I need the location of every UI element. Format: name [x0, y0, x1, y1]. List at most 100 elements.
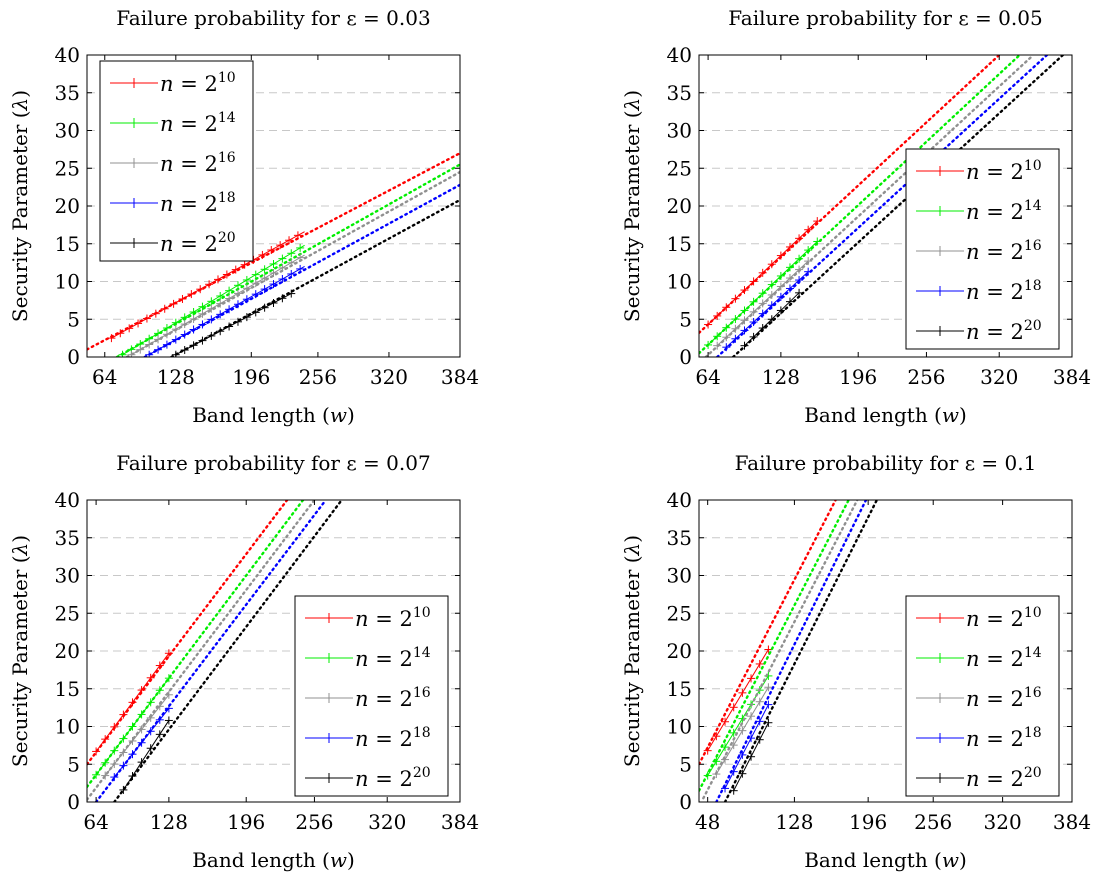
legend-label: n = 210	[966, 158, 1042, 184]
series-3-marker	[242, 284, 251, 293]
series-1-marker	[747, 674, 756, 683]
x-axis-label: Band length (w)	[192, 848, 355, 872]
legend-item: n = 216	[110, 150, 236, 176]
legend-item: n = 218	[916, 725, 1042, 751]
series-1-marker	[160, 304, 169, 313]
legend-item: n = 214	[305, 645, 431, 671]
series-3-marker	[721, 755, 730, 764]
chart-title: Failure probability for ε = 0.03	[116, 6, 430, 30]
series-4-marker	[110, 773, 119, 782]
y-tick-label: 35	[55, 526, 80, 550]
series-1-line	[707, 649, 769, 751]
legend-label: n = 218	[966, 278, 1042, 304]
series-4-dotted-line	[94, 500, 328, 802]
y-tick-label: 5	[67, 307, 80, 331]
series-5-marker	[278, 294, 287, 303]
series-3-marker	[101, 771, 110, 780]
series-2-marker	[260, 265, 269, 274]
series-1-marker	[119, 710, 128, 719]
series-3-marker	[137, 725, 146, 734]
series-1-marker	[213, 275, 222, 284]
series-2-marker	[92, 770, 101, 779]
legend: n = 210 n = 214 n = 216 n = 218 n = 220	[905, 148, 1060, 350]
y-tick-label: 25	[667, 156, 692, 180]
series-4-marker	[755, 717, 764, 726]
legend-label: n = 218	[160, 190, 236, 216]
series-2-marker	[731, 315, 740, 324]
series-3-marker	[110, 760, 119, 769]
legend-label: n = 218	[966, 725, 1042, 751]
y-tick-label: 15	[667, 232, 692, 256]
legend-label: n = 214	[355, 645, 431, 671]
series-5-line	[175, 293, 292, 356]
series-2-marker	[269, 259, 278, 268]
series-3-marker	[296, 253, 305, 262]
series-2-marker	[101, 758, 110, 767]
series-4-marker	[278, 275, 287, 284]
series-4-marker	[155, 715, 164, 724]
series-3-marker	[207, 304, 216, 313]
legend-label: n = 210	[966, 605, 1042, 631]
series-1-marker	[776, 251, 785, 260]
series-3-marker	[764, 683, 773, 692]
series-1-marker	[240, 260, 249, 269]
chart-panel-3: 0 5 10 15 20 25 30 35 40 64 128 196 256 320 384 Failure…	[8, 451, 479, 872]
series-5-marker	[242, 313, 251, 322]
series-2-marker	[278, 254, 287, 263]
series-1-marker	[205, 280, 214, 289]
series-1-marker	[749, 277, 758, 286]
series-2-marker	[813, 237, 822, 246]
legend-item: n = 210	[305, 605, 431, 631]
series-2-marker	[721, 743, 730, 752]
series-2-marker	[242, 275, 251, 284]
series-4-marker	[128, 750, 137, 759]
series-2-marker	[164, 674, 173, 683]
legend-label: n = 216	[160, 150, 236, 176]
series-4-marker	[764, 700, 773, 709]
series-5-marker	[269, 298, 278, 307]
y-tick-label: 15	[667, 677, 692, 701]
legend-label: n = 220	[355, 765, 431, 791]
series-5-marker	[740, 341, 749, 350]
series-1-dotted-line	[87, 151, 460, 351]
y-tick-label: 5	[679, 752, 692, 776]
legend-label: n = 218	[355, 725, 431, 751]
series-3-marker	[225, 294, 234, 303]
y-tick-label: 20	[55, 194, 80, 218]
series-2-marker	[180, 313, 189, 322]
series-3-marker	[216, 299, 225, 308]
series-5-dotted-line	[723, 500, 879, 802]
series-3-marker	[749, 307, 758, 316]
series-4-marker	[137, 738, 146, 747]
series-5-marker	[119, 785, 128, 794]
series-1-marker	[713, 311, 722, 320]
y-tick-label: 25	[667, 601, 692, 625]
series-1-marker	[721, 717, 730, 726]
series-1-marker	[146, 673, 155, 682]
y-tick-label: 20	[667, 194, 692, 218]
series-3-marker	[722, 333, 731, 342]
series-4-marker	[216, 310, 225, 319]
series-5-marker	[198, 336, 207, 345]
series-1-marker	[267, 246, 276, 255]
series-5-marker	[233, 317, 242, 326]
series-2-marker	[146, 698, 155, 707]
series-3-marker	[269, 268, 278, 277]
series-5-marker	[180, 346, 189, 355]
series-3-marker	[251, 279, 260, 288]
series-1-line	[111, 231, 305, 339]
series-5-marker	[251, 308, 260, 317]
legend-item: n = 216	[916, 685, 1042, 711]
chart-title: Failure probability for ε = 0.07	[116, 451, 430, 475]
x-tick-label: 320	[370, 365, 408, 389]
y-tick-label: 0	[679, 790, 692, 814]
series-1-marker	[704, 320, 713, 329]
series-2-marker	[287, 249, 296, 258]
series-5-marker	[128, 772, 137, 781]
x-tick-label: 320	[368, 810, 406, 834]
legend-label: n = 220	[160, 230, 236, 256]
x-tick-label: 196	[849, 810, 887, 834]
series-1-marker	[276, 241, 285, 250]
series-1-marker	[137, 686, 146, 695]
series-4-marker	[738, 750, 747, 759]
